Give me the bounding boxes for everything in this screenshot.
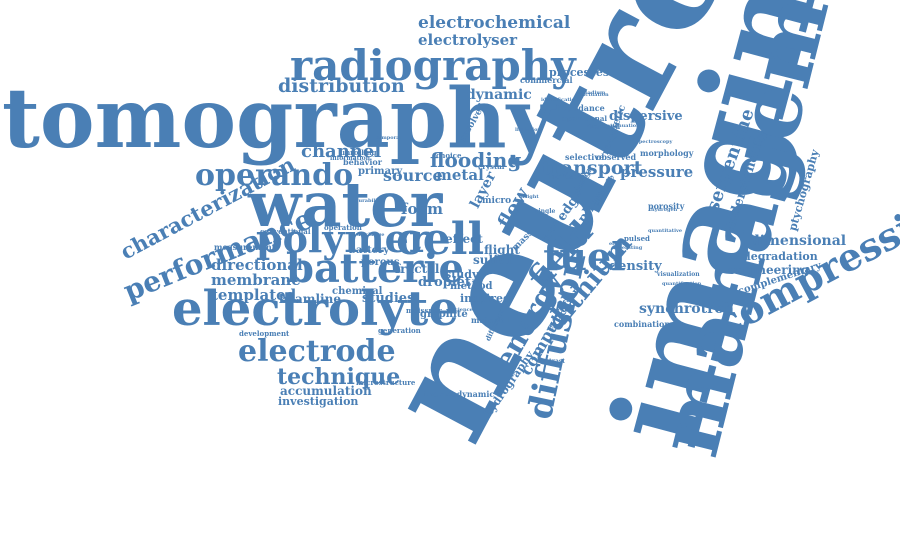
word-morphology: morphology: [640, 149, 693, 157]
word-impedance: impedance: [556, 104, 605, 112]
word-density: density: [609, 260, 662, 273]
word-discharge: discharge: [357, 233, 384, 238]
word-durability: durability: [355, 199, 382, 204]
word-lithiation: lithiation: [515, 128, 541, 133]
word-foam: foam: [401, 202, 443, 217]
word-study: study: [445, 269, 478, 280]
word-generation: generation: [378, 327, 421, 334]
word-science: science: [452, 308, 473, 313]
word-method: method: [450, 282, 493, 292]
word-commercial: commercial: [520, 76, 573, 84]
word-distribution: distribution: [278, 77, 405, 96]
word-conventional: conventional: [260, 228, 310, 235]
word-hydrogen: hydrogen: [651, 208, 677, 213]
word-combination: combination: [614, 320, 670, 328]
word-measurement: measurement: [214, 243, 275, 251]
word-pressure: pressure: [620, 165, 693, 180]
word-observed: observed: [596, 153, 636, 161]
word-meissner: meissner: [406, 307, 442, 314]
word-investigation: investigation: [278, 396, 358, 407]
word-battery: battery: [349, 246, 389, 256]
word-quantitative: quantitative: [648, 229, 682, 234]
word-fluctuation: fluctuation: [578, 93, 609, 98]
word-effect: effect: [445, 233, 483, 245]
word-fractal: fractal: [395, 263, 439, 275]
word-microstructure: microstructure: [356, 379, 415, 386]
word-primary: primary: [358, 167, 402, 177]
word-electrolyser: electrolyser: [418, 33, 517, 48]
word-identification: identification: [541, 98, 579, 103]
word-inspired: inspired: [460, 293, 511, 304]
word-porous: porous: [361, 258, 400, 268]
word-spectroscopy: spectroscopy: [636, 140, 672, 145]
word-single: single: [535, 209, 555, 215]
word-dimensional: dimensional: [750, 234, 846, 248]
word-development: development: [239, 330, 289, 337]
word-contrast: contrast: [537, 359, 565, 365]
word-synchrotron: synchrotron: [639, 302, 734, 316]
word-micro: micro: [482, 197, 511, 206]
word-operational: operational: [562, 115, 607, 122]
word-electrochemical: electrochemical: [418, 15, 570, 32]
word-electrode: electrode: [238, 337, 396, 367]
word-crystal: crystal: [478, 163, 504, 170]
word-choice: choice: [436, 152, 461, 159]
word-temporal: temporal: [376, 136, 401, 141]
word-chemical: chemical: [332, 287, 382, 297]
word-operation: operation: [324, 224, 362, 231]
word-electro: electro: [609, 242, 629, 247]
word-attenuation: attenuation: [607, 124, 640, 129]
word-insight: insight: [519, 195, 539, 200]
word-thermodynamic: thermodynamic: [424, 390, 494, 398]
word-information: information: [330, 156, 370, 162]
word-quantification: quantification: [662, 282, 701, 287]
word-degradation: degradation: [743, 251, 818, 262]
word-dynamic: dynamic: [466, 88, 532, 102]
word-visualization: visualization: [657, 272, 700, 278]
word-metal: metal: [436, 168, 484, 183]
